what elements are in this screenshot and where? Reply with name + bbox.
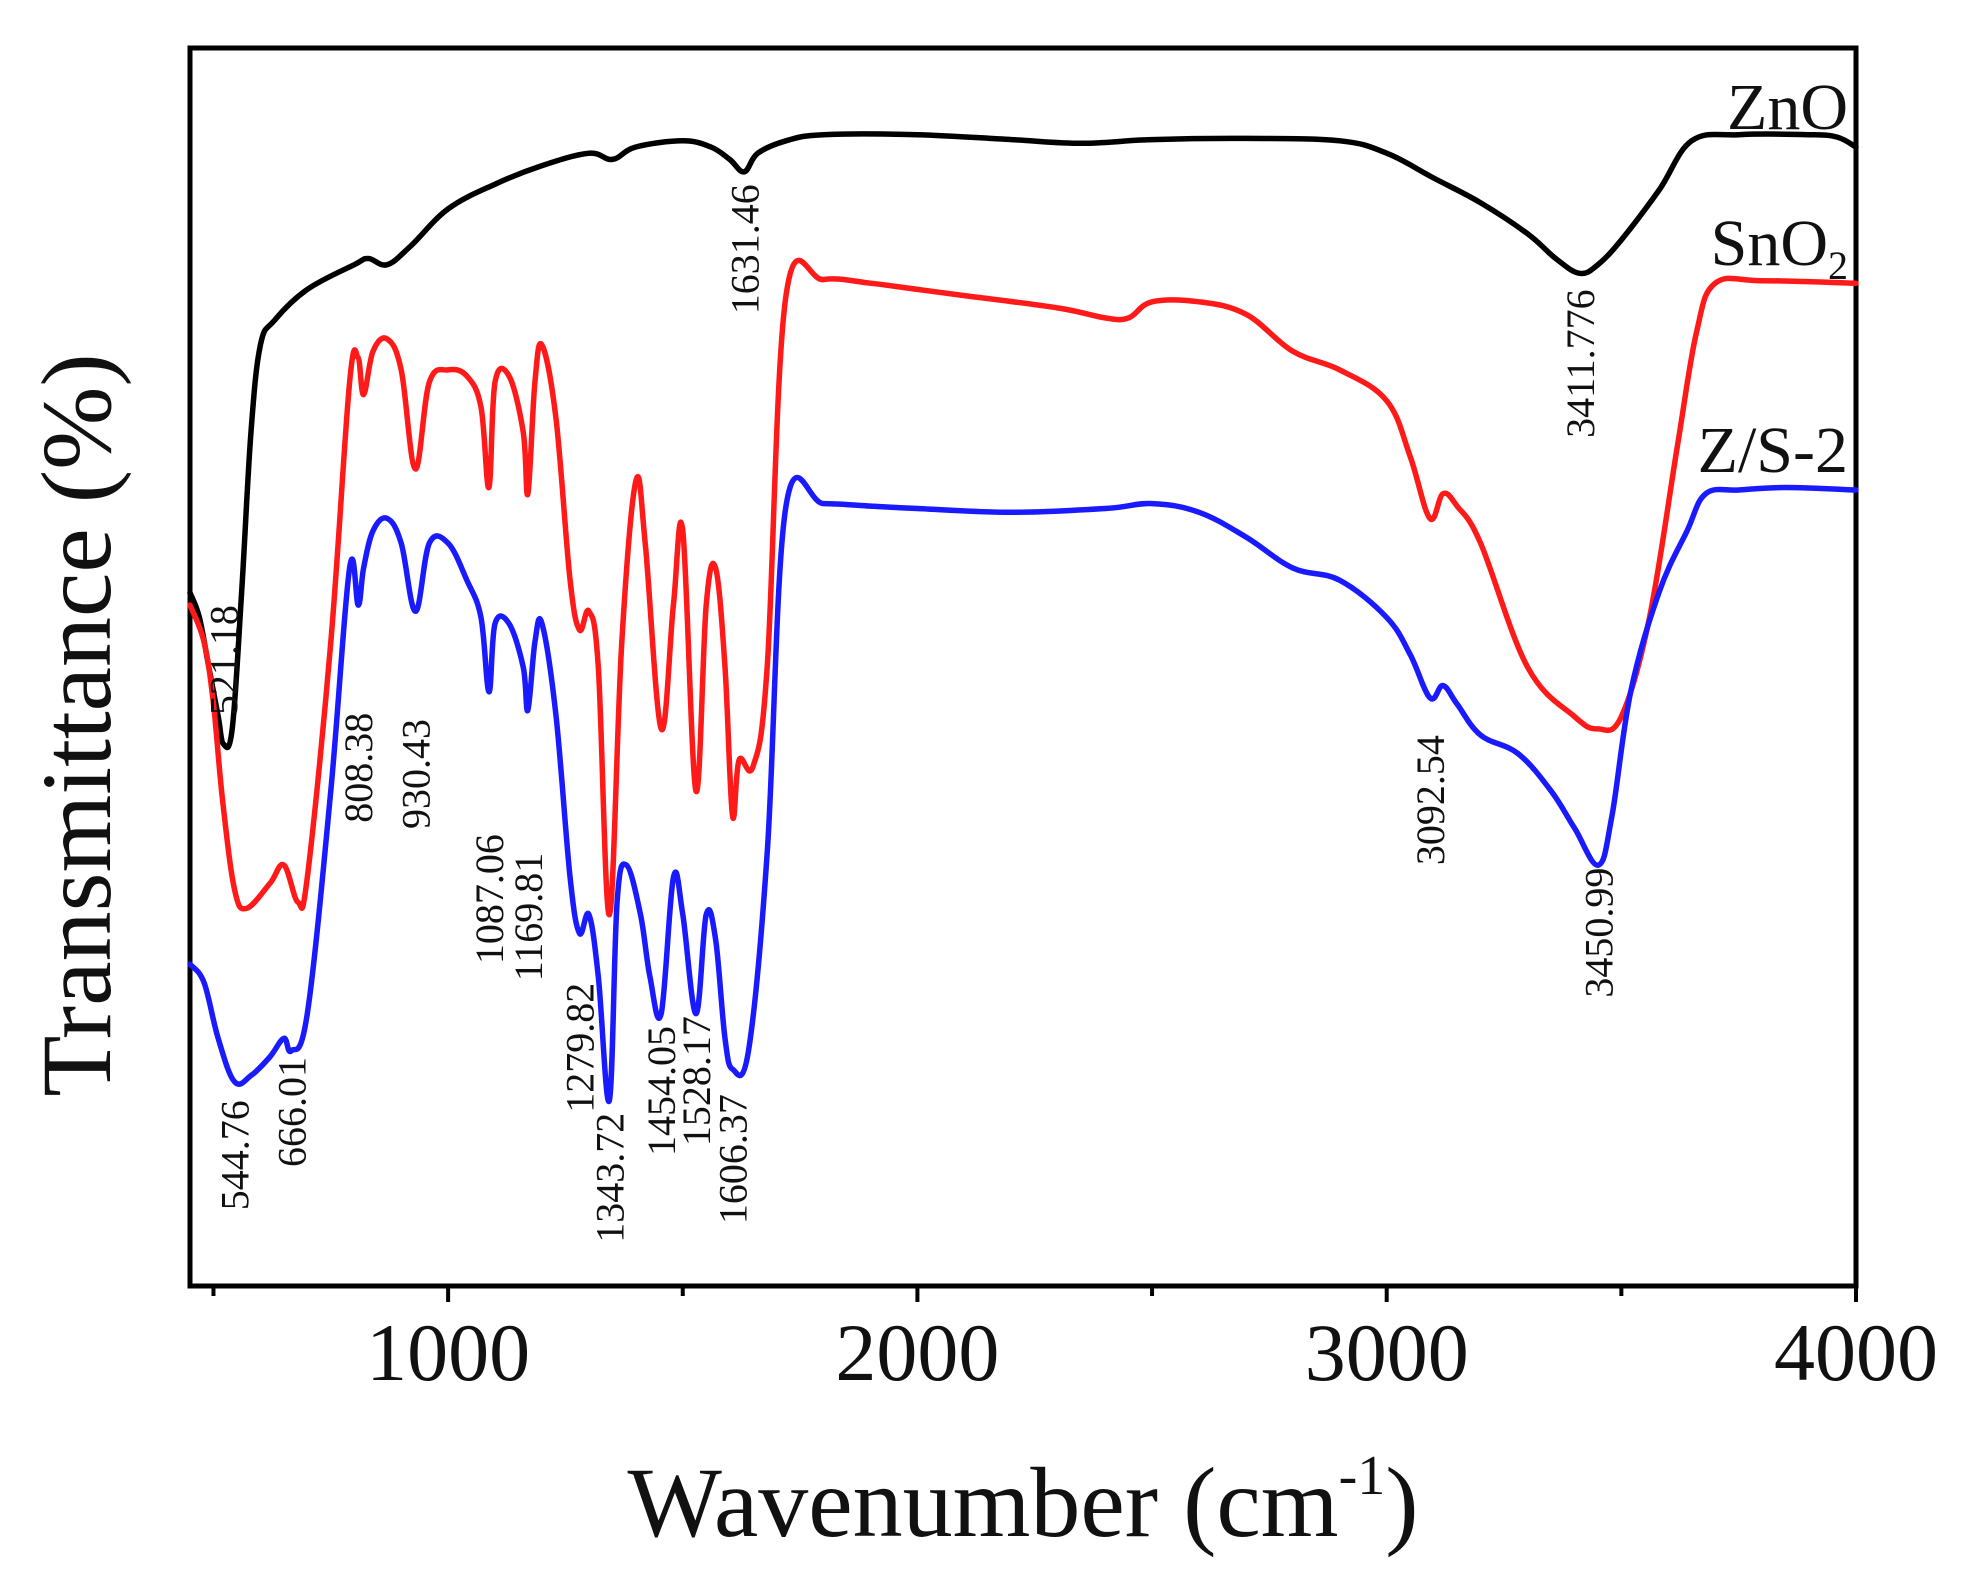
peak-label: 930.43 [394,719,439,829]
peak-label: 1087.06 [467,834,512,964]
peak-label: 808.38 [336,713,381,823]
peak-label: 521.18 [201,605,246,715]
series-labels: ZnO SnO2 Z/S-2 [1698,71,1848,487]
peak-label: 3450.99 [1576,868,1621,998]
peak-label: 1606.37 [711,1094,756,1224]
x-tick-label: 3000 [1305,1307,1469,1398]
peak-label: 1528.17 [674,1016,719,1146]
series-line-sno2 [187,257,1859,918]
peak-label: 1169.81 [506,853,551,982]
series-layer [187,131,1859,1105]
x-axis-ticks: 1000 2000 3000 4000 [211,1286,1938,1398]
series-line-z-s-2 [187,474,1859,1105]
peak-label: 3092.54 [1408,735,1453,865]
peak-label: 1631.46 [723,184,768,314]
peak-label: 1343.72 [587,1113,632,1243]
series-label-sno2: SnO2 [1711,207,1848,288]
series-line-zno [187,131,1859,751]
x-tick-label: 4000 [1774,1307,1938,1398]
x-tick-label: 1000 [366,1307,530,1398]
series-label-z-s-2: Z/S-2 [1698,414,1848,487]
peak-annotations: 521.18 1631.46 3411.776 808.38 930.43 1087.06… [201,184,1621,1243]
peak-label: 666.01 [269,1057,314,1167]
peak-label: 1454.05 [639,1026,684,1156]
x-tick-label: 2000 [835,1307,999,1398]
y-axis-title: Transmittance (%) [21,353,132,1096]
plot-frame [187,45,1859,1289]
peak-label: 544.76 [213,1100,258,1210]
peak-label: 3411.776 [1558,289,1603,438]
peak-label: 1279.82 [557,983,602,1113]
series-label-zno: ZnO [1727,71,1848,144]
x-axis-title: Wavenumber (cm-1) [627,1445,1418,1558]
